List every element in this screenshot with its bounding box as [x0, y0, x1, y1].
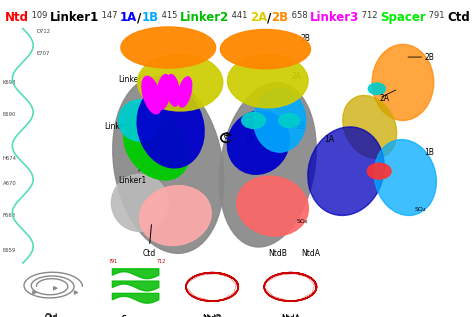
Text: E707: E707 [36, 51, 49, 56]
Ellipse shape [367, 163, 391, 179]
Text: /: / [267, 11, 272, 24]
Ellipse shape [139, 186, 211, 245]
Text: 109: 109 [29, 11, 50, 20]
Text: Ctd: Ctd [45, 313, 57, 317]
Text: Linker1: Linker1 [118, 161, 147, 185]
Text: Spacer: Spacer [380, 11, 426, 24]
Text: A670: A670 [3, 181, 17, 186]
Text: Ctd: Ctd [45, 314, 58, 317]
Ellipse shape [124, 112, 189, 180]
Ellipse shape [166, 74, 180, 106]
Text: Linker2: Linker2 [180, 11, 229, 24]
Text: Ntd: Ntd [5, 11, 29, 24]
Text: 2A: 2A [292, 72, 301, 81]
Ellipse shape [254, 89, 306, 152]
Text: Linker3: Linker3 [310, 11, 359, 24]
Text: 1A: 1A [325, 135, 335, 144]
Text: 2A: 2A [250, 11, 267, 24]
Text: 2B: 2B [424, 53, 434, 61]
Text: 658: 658 [289, 11, 310, 20]
Ellipse shape [237, 176, 309, 236]
Ellipse shape [228, 54, 308, 108]
Ellipse shape [137, 54, 223, 111]
Ellipse shape [374, 139, 437, 216]
Text: Linker3: Linker3 [104, 121, 133, 131]
Text: NtdA: NtdA [281, 314, 300, 317]
Text: Spacer: Spacer [122, 315, 148, 317]
Text: ⊕: ⊕ [222, 131, 230, 141]
Ellipse shape [228, 111, 289, 174]
Text: Linker2: Linker2 [118, 75, 149, 93]
Text: E690: E690 [3, 112, 16, 117]
Ellipse shape [121, 27, 216, 68]
Ellipse shape [308, 127, 384, 216]
Text: 791: 791 [426, 11, 447, 20]
Text: 147: 147 [99, 11, 120, 20]
Text: NtdB: NtdB [268, 249, 287, 258]
Text: F663: F663 [3, 213, 16, 218]
Text: Ctd: Ctd [447, 11, 470, 24]
Text: Spacer: Spacer [122, 315, 148, 317]
Text: 441: 441 [229, 11, 250, 20]
Ellipse shape [137, 86, 204, 168]
Ellipse shape [220, 29, 310, 69]
Ellipse shape [118, 100, 161, 141]
Text: 791: 791 [109, 259, 118, 264]
Ellipse shape [343, 95, 397, 158]
Text: Linker1: Linker1 [50, 11, 99, 24]
Text: D712: D712 [36, 29, 50, 34]
Text: NtdB: NtdB [203, 314, 221, 317]
Ellipse shape [178, 77, 192, 107]
Text: SO₄: SO₄ [415, 207, 426, 212]
Text: 2B: 2B [301, 34, 311, 42]
Text: 1A: 1A [244, 135, 254, 144]
Text: K698: K698 [3, 80, 16, 85]
Text: H674: H674 [3, 156, 17, 161]
Text: 1B: 1B [424, 148, 434, 157]
Text: NtdB: NtdB [203, 315, 222, 317]
Text: 1A: 1A [120, 11, 137, 24]
Ellipse shape [113, 76, 224, 253]
Ellipse shape [242, 113, 265, 128]
Text: /: / [137, 11, 142, 24]
Text: 415: 415 [159, 11, 180, 20]
Ellipse shape [111, 174, 168, 231]
Text: E659: E659 [3, 248, 16, 253]
Text: 712: 712 [156, 259, 166, 264]
Text: 1B: 1B [295, 122, 305, 131]
Text: 2A: 2A [379, 94, 389, 103]
Ellipse shape [142, 76, 162, 114]
Text: 2B: 2B [272, 11, 289, 24]
Ellipse shape [279, 113, 300, 127]
Text: 1B: 1B [142, 11, 159, 24]
Ellipse shape [368, 83, 385, 94]
Ellipse shape [372, 44, 434, 120]
Text: Ctd: Ctd [142, 225, 155, 258]
Text: NtdA: NtdA [301, 249, 320, 258]
Ellipse shape [156, 74, 171, 109]
Ellipse shape [219, 83, 316, 247]
Text: NtdA: NtdA [281, 315, 300, 317]
Text: SO₄: SO₄ [296, 219, 308, 224]
Text: 712: 712 [359, 11, 380, 20]
